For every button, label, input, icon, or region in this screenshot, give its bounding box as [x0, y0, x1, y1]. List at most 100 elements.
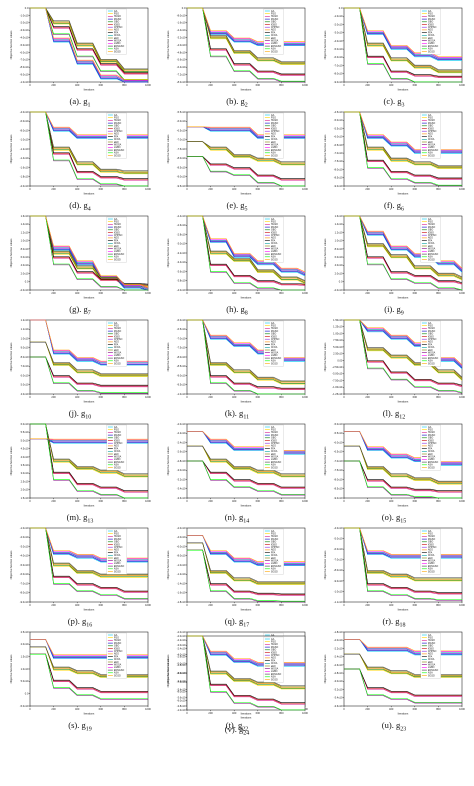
series-line — [344, 319, 463, 370]
legend-label: HGSO — [271, 643, 278, 646]
series-line — [344, 527, 462, 579]
chart-panel: 1.2x10 1.1x10 1.0x10 9.0x10 8.0x10 7.0x10 6.0x… — [8, 316, 152, 421]
plot-frame — [343, 319, 463, 395]
x-tick-label: 600 — [256, 83, 261, 87]
x-tick-label: 800 — [279, 711, 284, 715]
series-line — [344, 668, 462, 703]
x-tick-label: 0 — [343, 499, 345, 503]
y-tick-label: 4.0x10 — [21, 392, 29, 396]
y-axis-label: Objective function values — [166, 446, 170, 476]
y-tick-label: -2.6x10 — [334, 663, 343, 667]
x-axis-label: Iterations — [241, 296, 252, 300]
y-tick-label: -2.4x10 — [177, 28, 186, 32]
y-tick-label: -9.5x10 — [177, 383, 186, 387]
legend-label: PSO — [114, 221, 119, 224]
y-tick-label: -3.2x10 — [334, 687, 343, 691]
y-tick-label: 2.0x10 — [21, 642, 29, 646]
legend-label: ASA — [428, 672, 433, 675]
y-tick-label: 1.0x10 — [335, 239, 343, 243]
legend-label: ASA — [428, 360, 433, 363]
chart-panel: -2.0x10 -4.0x10 -6.0x10 -8.0x10 -1.0x10 -1.2x… — [165, 524, 309, 629]
panel-caption: (n). g14 — [224, 512, 250, 525]
y-tick-label: 0.0 — [25, 6, 29, 10]
legend-label: MGSO — [114, 122, 121, 125]
legend-label: ChOA — [114, 138, 121, 141]
series-line — [344, 319, 463, 366]
legend-label: ENNGSO — [114, 45, 125, 48]
x-axis-label: Iterations — [398, 504, 409, 508]
y-tick-label: -8.0x10 — [334, 167, 343, 171]
x-tick-label: 400 — [75, 395, 80, 399]
legend-label: MGSO — [428, 330, 435, 333]
y-tick-label: 2.0x10 — [335, 271, 343, 275]
legend-label: GA — [428, 322, 432, 325]
legend-label: IGBO — [271, 335, 277, 338]
y-tick-label: 1.6x10 — [335, 214, 343, 218]
legend-label: AEO — [271, 549, 276, 552]
x-tick-label: 0 — [29, 707, 31, 711]
legend-label: MGSO — [271, 122, 278, 125]
y-tick-label: -7.0x10 — [334, 558, 343, 562]
legend-label: AEO — [271, 657, 276, 660]
panel-caption: (a). g1 — [69, 96, 91, 109]
series-line — [30, 341, 148, 374]
y-tick-label: -6.4x10 — [177, 65, 186, 69]
legend-label: SGSO — [114, 362, 121, 365]
legend-label: aEO — [271, 557, 276, 560]
x-tick-label: 1000 — [302, 187, 308, 191]
legend-label: GBO — [271, 541, 276, 544]
y-tick-label: 1.5x10 — [21, 655, 29, 659]
y-tick-label: -1.8x10 — [334, 630, 343, 634]
series-line — [30, 111, 148, 179]
legend-label: GA — [271, 638, 275, 641]
legend-label: aEO — [114, 37, 119, 40]
legend-label: aEO — [114, 661, 119, 664]
y-tick-label: -3.8x10 — [177, 279, 186, 283]
legend-label: ASA — [114, 256, 119, 259]
legend-label: FFA — [271, 551, 276, 554]
x-tick-label: 1000 — [302, 707, 308, 711]
legend-label: ASA — [114, 48, 119, 51]
legend-label: AEO — [114, 653, 119, 656]
chart-panel: 1.6x10 1.4x10 1.2x10 1.0x10 8.0x10 6.0x10 4.0x… — [322, 212, 466, 317]
x-tick-label: 1000 — [459, 291, 465, 295]
legend-label: GA — [114, 426, 118, 429]
legend-label: AEO — [114, 237, 119, 240]
y-tick-label: -3.0x10 — [20, 544, 29, 548]
legend-label: ENNGSO — [114, 565, 125, 568]
y-tick-label: -8.0x10 — [20, 591, 29, 595]
x-tick-label: 200 — [51, 707, 56, 711]
x-tick-label: 400 — [232, 603, 237, 607]
chart-svg: -5.5x10 -6.0x10 -6.5x10 -7.0x10 -7.5x10 -8.0x… — [166, 110, 308, 196]
x-axis-label: Iterations — [84, 296, 95, 300]
legend-label: IGBO — [271, 23, 277, 26]
y-tick-label: -8.5x10 — [334, 487, 343, 491]
x-tick-label: 400 — [232, 291, 237, 295]
legend-label: PSO — [428, 117, 433, 120]
x-tick-label: 0 — [343, 603, 345, 607]
y-tick-label: -2.0x10 — [20, 184, 29, 188]
legend-label: PSO — [271, 117, 276, 120]
legend-label: HGSO — [428, 639, 435, 642]
y-tick-label: -2.0x10 — [177, 422, 186, 426]
legend-label: MGSO — [114, 538, 121, 541]
series-line — [187, 549, 305, 595]
legend-label: FFA — [271, 31, 276, 34]
x-tick-label: 400 — [389, 395, 394, 399]
y-tick-label: -3.0x10 — [177, 242, 186, 246]
y-tick-label: 1.5x10 — [21, 496, 29, 500]
y-axis-label: Objective function values — [9, 30, 13, 60]
legend-label: ENNGSO — [271, 461, 282, 464]
legend-label: LGBO — [114, 250, 121, 253]
legend-box — [420, 8, 441, 55]
x-tick-label: 400 — [389, 603, 394, 607]
series-line — [187, 445, 305, 475]
series-line — [187, 319, 305, 395]
legend-label: AEO — [428, 653, 433, 656]
y-tick-label: -7.0x10 — [20, 581, 29, 585]
legend-label: GA — [271, 10, 275, 13]
y-tick-label: -5.0x10 — [20, 704, 29, 708]
legend-box — [263, 636, 284, 683]
y-tick-label: -3.0x10 — [177, 468, 186, 472]
y-tick-label: -2.6x10 — [177, 450, 186, 454]
